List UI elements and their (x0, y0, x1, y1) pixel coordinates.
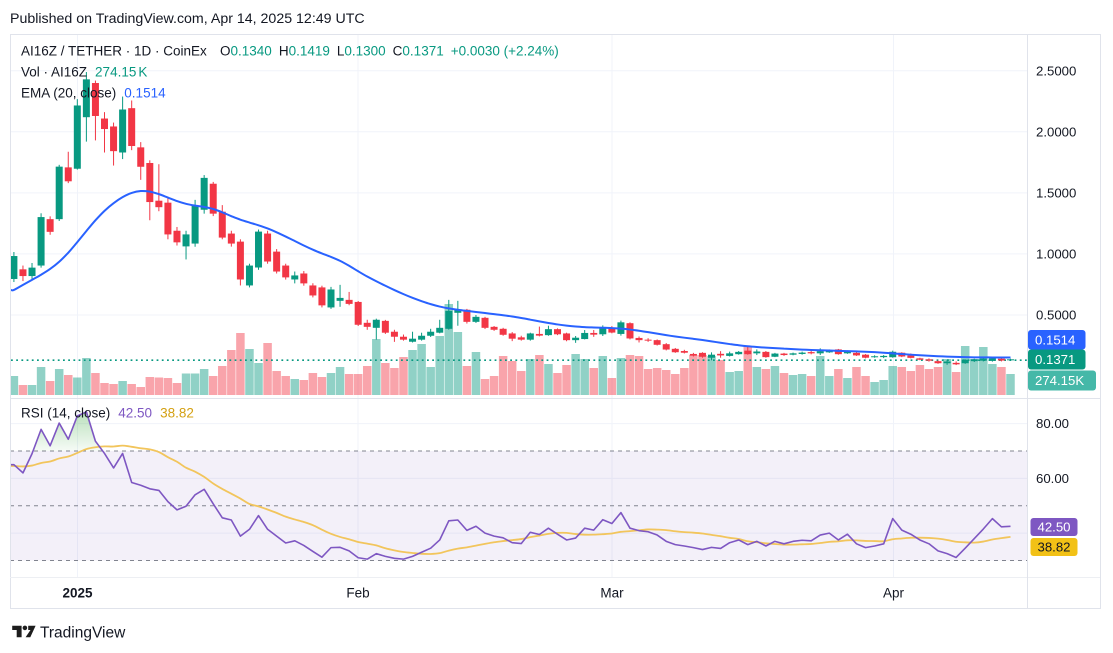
svg-text:EMA (20, close)0.1514: EMA (20, close) 0.1514 (21, 86, 166, 101)
svg-text:2.5000: 2.5000 (1036, 63, 1076, 78)
svg-text:80.00: 80.00 (1036, 416, 1069, 431)
svg-text:0.5000: 0.5000 (1036, 308, 1076, 323)
svg-text:Mar: Mar (600, 586, 624, 601)
svg-text:42.50: 42.50 (1038, 520, 1071, 535)
svg-text:0.1371: 0.1371 (1035, 352, 1075, 367)
svg-text:Feb: Feb (346, 586, 369, 601)
svg-text:Published on TradingView.com,: Published on TradingView.com, Apr 14, 20… (10, 11, 365, 27)
svg-text:60.00: 60.00 (1036, 471, 1069, 486)
svg-text:1.5000: 1.5000 (1036, 186, 1076, 201)
svg-text:Apr: Apr (883, 586, 905, 601)
svg-text:TradingView: TradingView (40, 625, 126, 642)
svg-text:1.0000: 1.0000 (1036, 247, 1076, 262)
svg-text:38.82: 38.82 (1038, 540, 1071, 555)
svg-text:2025: 2025 (62, 586, 93, 601)
svg-text:0.1514: 0.1514 (1035, 332, 1075, 347)
svg-text:274.15K: 274.15K (1035, 373, 1084, 388)
svg-text:2.0000: 2.0000 (1036, 124, 1076, 139)
